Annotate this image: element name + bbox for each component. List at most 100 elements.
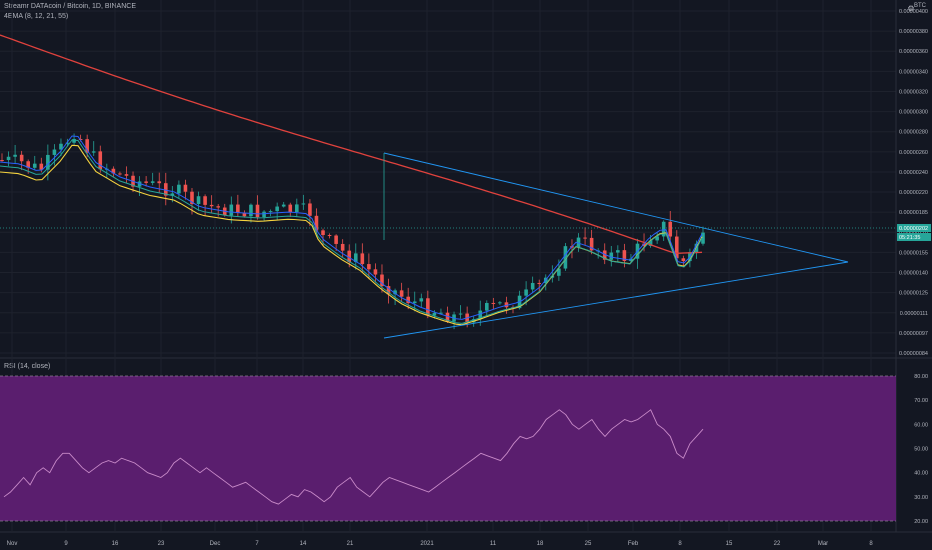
upper-trendline[interactable] (383, 152, 849, 263)
candle-body[interactable] (373, 269, 378, 275)
candle-body[interactable] (655, 236, 659, 241)
candle-body[interactable] (340, 243, 345, 251)
candle-body[interactable] (530, 282, 535, 290)
candle-body[interactable] (589, 237, 594, 251)
candle-body[interactable] (327, 235, 332, 237)
candle-body[interactable] (524, 289, 528, 296)
candle-body[interactable] (661, 221, 666, 237)
candle-body[interactable] (406, 296, 410, 304)
candle-body[interactable] (249, 204, 253, 217)
candle-body[interactable] (602, 250, 607, 260)
candle-body[interactable] (32, 163, 37, 168)
candle-body[interactable] (26, 161, 31, 168)
ema8-line[interactable] (0, 135, 703, 320)
candle-body[interactable] (412, 301, 417, 304)
candle-body[interactable] (393, 290, 397, 295)
candle-body[interactable] (111, 168, 116, 174)
candle-body[interactable] (59, 143, 63, 150)
candle-body[interactable] (242, 213, 247, 217)
candle-body[interactable] (91, 151, 96, 153)
candle-body[interactable] (281, 204, 286, 207)
lower-trendline[interactable] (383, 261, 849, 339)
candle-body[interactable] (504, 302, 509, 308)
candle-body[interactable] (491, 302, 496, 304)
candle-body[interactable] (163, 183, 168, 196)
candle-body[interactable] (13, 154, 17, 157)
candle-body[interactable] (295, 204, 299, 213)
candle-body[interactable] (321, 230, 325, 236)
candle-body[interactable] (268, 211, 273, 213)
candle-body[interactable] (347, 250, 352, 263)
candle-body[interactable] (150, 181, 155, 183)
candle-body[interactable] (701, 232, 705, 244)
candle-body[interactable] (190, 191, 194, 204)
candle-body[interactable] (6, 156, 11, 161)
candle-body[interactable] (203, 196, 207, 205)
candle-body[interactable] (308, 203, 312, 216)
candle-body[interactable] (367, 264, 371, 270)
candle-body[interactable] (557, 268, 561, 276)
candle-body[interactable] (399, 290, 404, 297)
candle-body[interactable] (72, 139, 76, 143)
candle-body[interactable] (46, 154, 50, 170)
candle-body[interactable] (537, 282, 542, 284)
candle-body[interactable] (629, 258, 633, 262)
candle-body[interactable] (170, 193, 175, 196)
candle-body[interactable] (334, 235, 338, 244)
candle-body[interactable] (65, 142, 70, 144)
candle-body[interactable] (583, 237, 587, 239)
candle-body[interactable] (144, 181, 148, 183)
candle-body[interactable] (216, 206, 220, 208)
candle-body[interactable] (39, 163, 44, 170)
candle-body[interactable] (229, 204, 234, 216)
candle-body[interactable] (0, 160, 4, 161)
candle-body[interactable] (498, 302, 502, 304)
candle-body[interactable] (576, 237, 581, 248)
candle-body[interactable] (236, 204, 240, 214)
rsi-indicator-label[interactable]: RSI (14, close) (4, 363, 51, 370)
candle-body[interactable] (314, 215, 319, 231)
candle-body[interactable] (426, 298, 430, 316)
candle-body[interactable] (380, 274, 384, 287)
candle-body[interactable] (674, 236, 679, 259)
candle-body[interactable] (622, 250, 627, 262)
candle-body[interactable] (288, 204, 293, 213)
candle-body[interactable] (301, 203, 306, 205)
candle-body[interactable] (196, 196, 201, 204)
candle-body[interactable] (642, 243, 646, 246)
ema55-line[interactable] (0, 34, 703, 254)
candle-body[interactable] (78, 139, 83, 141)
candle-body[interactable] (157, 181, 162, 184)
candle-body[interactable] (668, 221, 673, 237)
candle-body[interactable] (419, 298, 424, 302)
candle-body[interactable] (563, 246, 568, 269)
ema-indicator-label[interactable]: 4EMA (8, 12, 21, 55) (4, 13, 69, 20)
candle-body[interactable] (124, 174, 129, 176)
candle-body[interactable] (458, 313, 463, 315)
candle-body[interactable] (360, 253, 365, 265)
candle-body[interactable] (445, 312, 450, 322)
candle-body[interactable] (275, 206, 279, 212)
candle-body[interactable] (262, 211, 266, 218)
candle-body[interactable] (485, 302, 489, 311)
ema12-line[interactable] (0, 139, 703, 324)
candle-body[interactable] (432, 312, 437, 316)
candle-body[interactable] (118, 173, 122, 175)
candle-body[interactable] (98, 151, 103, 170)
candle-body[interactable] (439, 312, 443, 314)
candle-body[interactable] (609, 252, 614, 260)
candle-body[interactable] (648, 240, 653, 246)
candle-body[interactable] (177, 184, 181, 194)
rsi-line[interactable] (3, 409, 704, 505)
candle-body[interactable] (255, 204, 260, 218)
candle-body[interactable] (478, 310, 483, 320)
candle-body[interactable] (183, 184, 188, 192)
candle-body[interactable] (209, 204, 214, 207)
candle-body[interactable] (681, 258, 686, 262)
candle-body[interactable] (386, 286, 391, 295)
candle-body[interactable] (85, 139, 89, 153)
candle-body[interactable] (19, 154, 24, 162)
candle-body[interactable] (52, 149, 57, 155)
candle-body[interactable] (616, 250, 620, 253)
